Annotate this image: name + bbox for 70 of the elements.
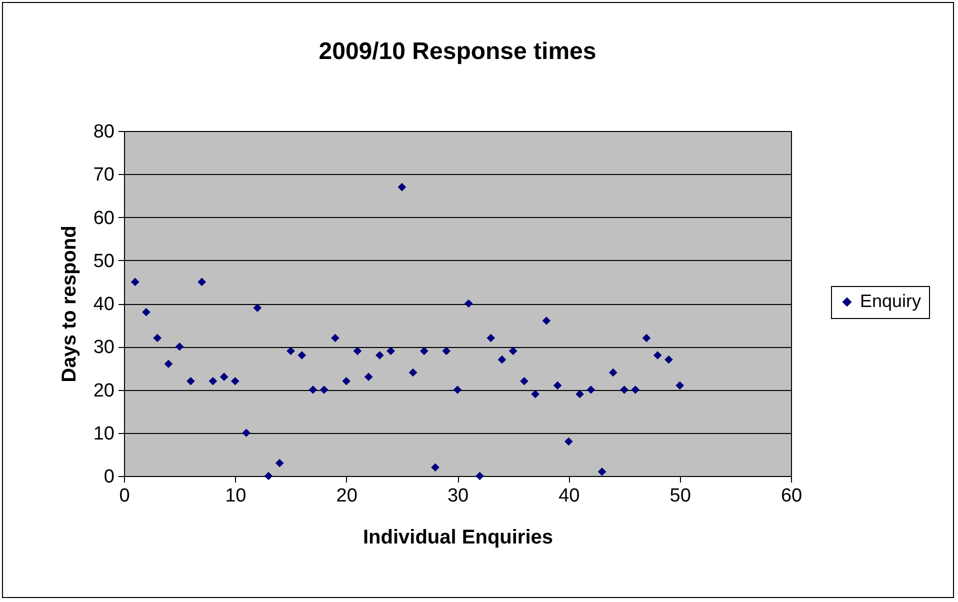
point	[353, 346, 362, 356]
y-axis-title: Days to respond	[58, 226, 80, 382]
point	[486, 334, 496, 342]
x-tick-label: 40	[558, 486, 580, 506]
y-tick-label: 50	[93, 250, 114, 272]
point	[620, 386, 628, 394]
point	[198, 278, 206, 286]
point	[576, 390, 584, 398]
point	[286, 346, 295, 356]
point	[175, 342, 184, 351]
point	[520, 376, 528, 386]
y-tick-label: 80	[93, 122, 114, 142]
point	[508, 346, 518, 356]
x-tick-label: 50	[670, 486, 691, 506]
point	[220, 372, 228, 381]
point	[308, 386, 318, 394]
point	[408, 368, 418, 377]
point	[253, 304, 262, 312]
point	[275, 458, 284, 468]
x-tick-label: 60	[780, 486, 802, 506]
x-tick-label: 0	[119, 486, 130, 506]
point	[342, 376, 351, 386]
y-tick-label: 70	[93, 164, 114, 186]
point	[631, 386, 640, 394]
x-tick-label: 20	[336, 486, 358, 506]
legend-label: Enquiry	[860, 291, 922, 311]
x-tick-label: 10	[225, 486, 246, 506]
point	[420, 346, 428, 356]
point	[598, 468, 606, 476]
point	[164, 360, 173, 368]
point	[664, 355, 673, 364]
point	[376, 351, 384, 360]
y-tick-label: 30	[93, 337, 114, 358]
point	[320, 386, 328, 394]
point	[230, 376, 240, 386]
x-axis-title: Individual Enquiries	[362, 526, 554, 548]
chart-title: 2009/10 Response times	[318, 38, 596, 65]
point	[153, 334, 162, 342]
point	[142, 308, 150, 316]
x-tick-label: 30	[447, 486, 469, 506]
point	[608, 368, 618, 377]
point	[186, 376, 195, 386]
y-tick-label: 40	[93, 294, 114, 315]
point	[242, 428, 250, 438]
point	[398, 182, 406, 192]
point	[331, 334, 340, 342]
y-tick-label: 60	[93, 208, 114, 229]
point	[553, 381, 562, 390]
point	[653, 351, 662, 360]
point	[264, 472, 273, 480]
y-tick-label: 10	[93, 423, 114, 444]
point	[564, 437, 573, 446]
point	[208, 376, 218, 386]
point	[642, 334, 651, 342]
point	[476, 472, 484, 480]
point	[453, 386, 462, 394]
point	[386, 346, 395, 356]
point	[298, 351, 306, 360]
point	[498, 355, 506, 364]
point	[542, 316, 551, 325]
point	[586, 386, 596, 394]
y-tick-label: 20	[93, 380, 114, 402]
y-tick-label: 0	[104, 466, 114, 488]
point	[464, 299, 473, 308]
point	[431, 463, 440, 472]
point	[364, 372, 373, 381]
point	[676, 381, 684, 390]
point	[442, 346, 451, 356]
point	[130, 278, 140, 286]
point	[531, 390, 540, 398]
